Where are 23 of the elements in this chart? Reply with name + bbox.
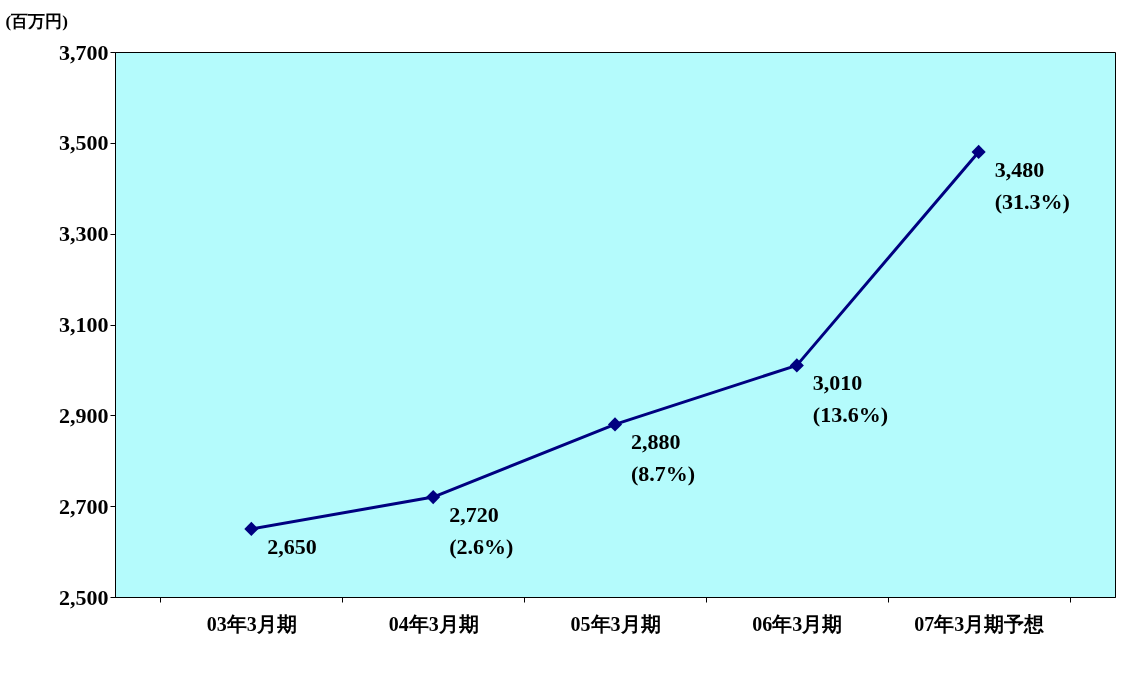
data-label: 2,720 (2.6%) [449, 502, 514, 560]
data-label: 2,650 [267, 533, 317, 559]
x-tick-label: 07年3月期予想 [914, 612, 1045, 635]
data-label: 3,010 (13.6%) [812, 370, 888, 428]
x-tick-label: 05年3月期 [570, 612, 661, 635]
x-tick-label: 06年3月期 [752, 612, 843, 635]
point [971, 144, 986, 159]
x-tick-label: 04年3月期 [388, 612, 479, 635]
point [244, 521, 259, 536]
y-tick-label: 3,500 [59, 130, 109, 156]
y-tick-label: 2,500 [59, 584, 109, 610]
data-label: 2,880 (8.7%) [631, 429, 696, 487]
y-tick-label: 3,300 [59, 221, 109, 247]
y-tick-label: 2,700 [59, 493, 109, 519]
point [789, 358, 804, 373]
point [426, 490, 441, 505]
y-tick-label: 3,100 [59, 312, 109, 337]
y-tick-label: 3,700 [59, 39, 109, 65]
x-tick-label: 03年3月期 [206, 612, 297, 635]
y-axis-title: (百万円) [5, 11, 68, 31]
y-tick-label: 2,900 [59, 402, 109, 428]
point [607, 417, 623, 432]
data-label: 3,480 (31.3%) [994, 156, 1070, 214]
